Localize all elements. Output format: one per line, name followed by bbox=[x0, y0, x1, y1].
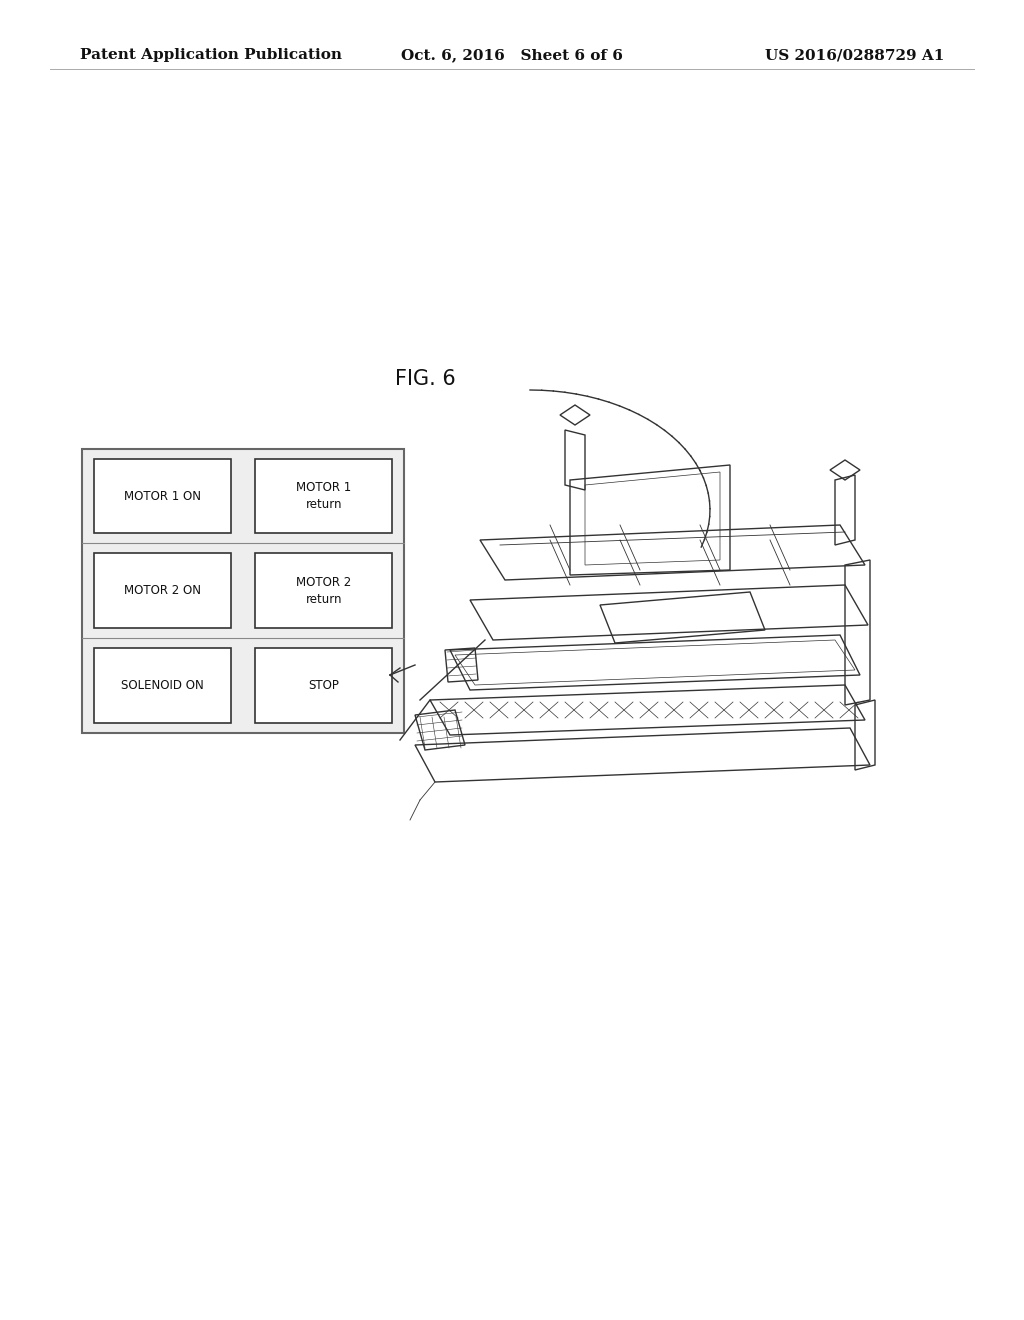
Text: MOTOR 2
return: MOTOR 2 return bbox=[296, 576, 351, 606]
Text: US 2016/0288729 A1: US 2016/0288729 A1 bbox=[765, 49, 944, 62]
Text: SOLENOID ON: SOLENOID ON bbox=[121, 678, 204, 692]
Text: Oct. 6, 2016   Sheet 6 of 6: Oct. 6, 2016 Sheet 6 of 6 bbox=[401, 49, 623, 62]
Bar bbox=[94, 648, 231, 722]
Text: FIG. 6: FIG. 6 bbox=[394, 368, 456, 389]
Bar bbox=[255, 648, 392, 722]
Bar bbox=[255, 553, 392, 628]
Bar bbox=[255, 459, 392, 533]
Bar bbox=[94, 553, 231, 628]
Text: Patent Application Publication: Patent Application Publication bbox=[80, 49, 342, 62]
Bar bbox=[82, 449, 404, 733]
Text: MOTOR 1
return: MOTOR 1 return bbox=[296, 480, 351, 511]
Text: MOTOR 2 ON: MOTOR 2 ON bbox=[124, 585, 201, 597]
Text: STOP: STOP bbox=[308, 678, 339, 692]
Bar bbox=[94, 459, 231, 533]
Text: MOTOR 1 ON: MOTOR 1 ON bbox=[124, 490, 201, 503]
